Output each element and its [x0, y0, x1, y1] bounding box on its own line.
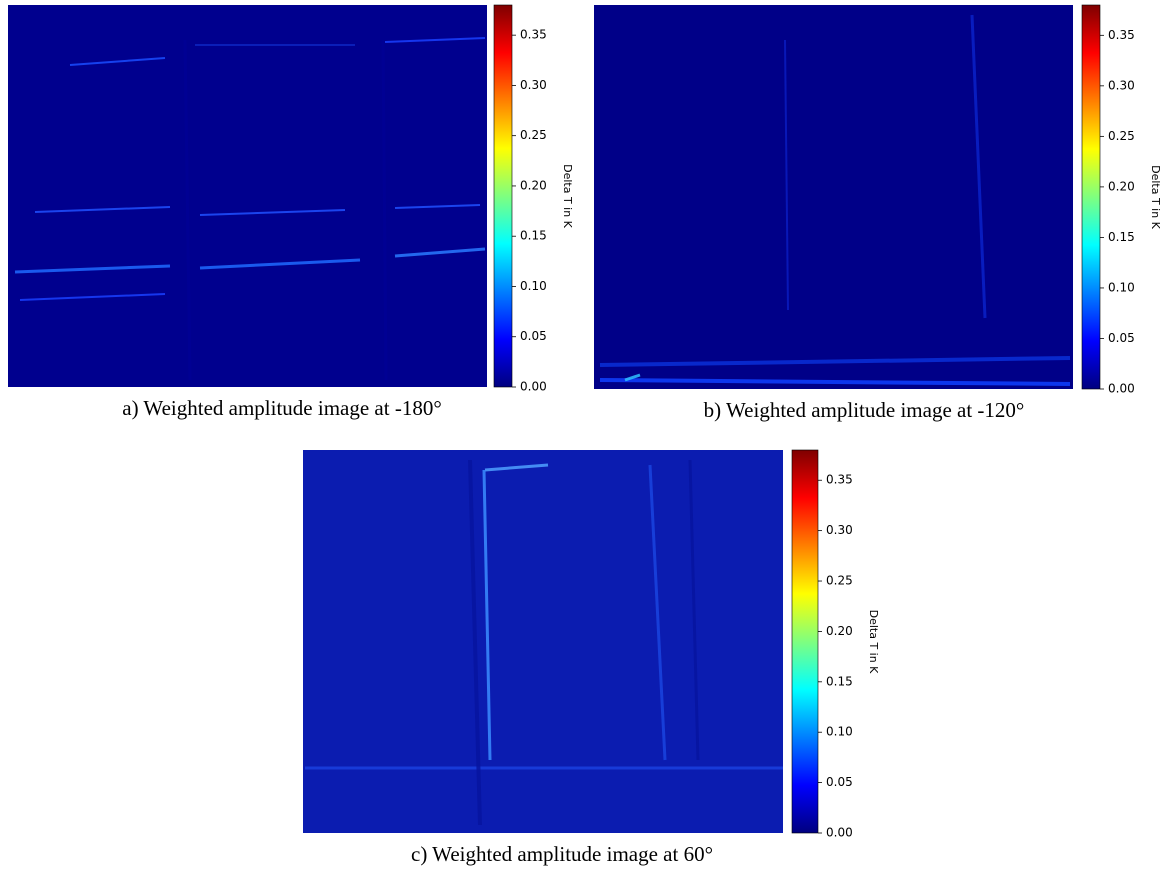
- image-streak: [482, 469, 492, 761]
- image-streak: [183, 39, 192, 381]
- colorbar: [1081, 4, 1101, 390]
- caption: c) Weighted amplitude image at 60°: [411, 842, 713, 866]
- colorbar-tick-label: 0.25: [826, 574, 853, 588]
- image-streak: [381, 39, 388, 381]
- image-streak: [624, 373, 641, 382]
- colorbar-label: Delta T in K: [1149, 165, 1162, 230]
- image-background: [303, 450, 783, 833]
- image-streak: [784, 39, 789, 311]
- colorbar-tick-label: 0.10: [520, 279, 547, 293]
- image-streak: [34, 206, 171, 213]
- panel: 0.00 0.05 0.10 0.15 0.20 0.25 0.30 0.35 Delta T …: [594, 4, 1162, 422]
- image-streak: [394, 204, 481, 209]
- colorbar-tick-label: 0.30: [520, 78, 547, 92]
- image-streak: [199, 209, 346, 216]
- colorbar-tick-label: 0.35: [826, 473, 853, 487]
- caption: b) Weighted amplitude image at -120°: [704, 398, 1025, 422]
- colorbar-tick-label: 0.05: [826, 775, 853, 789]
- caption: a) Weighted amplitude image at -180°: [122, 396, 441, 420]
- image-streak: [199, 258, 361, 270]
- colorbar-tick-label: 0.10: [1108, 280, 1135, 294]
- colorbar-tick-label: 0.30: [1108, 78, 1135, 92]
- image-streak: [599, 378, 1071, 386]
- image-streak: [648, 464, 667, 761]
- image-background: [594, 5, 1073, 389]
- heatmap-image: [303, 450, 783, 833]
- colorbar-tick-label: 0.00: [826, 826, 853, 840]
- image-streak: [19, 293, 166, 301]
- image-streak: [69, 57, 166, 66]
- colorbar-tick-label: 0.05: [1108, 331, 1135, 345]
- image-streak: [384, 37, 486, 43]
- image-streak: [468, 459, 482, 826]
- colorbar-tick-label: 0.35: [1108, 28, 1135, 42]
- image-streak: [14, 264, 171, 274]
- image-streak: [394, 247, 486, 258]
- colorbar-tick-label: 0.10: [826, 725, 853, 739]
- image-streak: [599, 356, 1071, 367]
- colorbar-tick-label: 0.25: [520, 128, 547, 142]
- image-streak: [688, 459, 700, 761]
- colorbar-tick-label: 0.05: [520, 329, 547, 343]
- colorbar-tick-label: 0.20: [1108, 179, 1135, 193]
- colorbar-label: Delta T in K: [867, 610, 880, 675]
- panel: 0.00 0.05 0.10 0.15 0.20 0.25 0.30 0.35 Delta T …: [303, 449, 880, 866]
- image-streak: [970, 14, 987, 319]
- colorbar-tick-label: 0.35: [520, 28, 547, 42]
- colorbar-tick-label: 0.20: [520, 178, 547, 192]
- image-background: [8, 5, 487, 387]
- colorbar-label: Delta T in K: [561, 164, 574, 229]
- colorbar-tick-label: 0.25: [1108, 129, 1135, 143]
- colorbar: [493, 4, 513, 388]
- colorbar-tick-label: 0.20: [826, 624, 853, 638]
- image-streak: [484, 463, 549, 472]
- panel: 0.00 0.05 0.10 0.15 0.20 0.25 0.30 0.35 Delta T …: [8, 4, 574, 420]
- colorbar-tick-label: 0.15: [826, 674, 853, 688]
- colorbar-tick-label: 0.00: [1108, 382, 1135, 396]
- heatmap-image: [594, 5, 1073, 389]
- colorbar-tick-label: 0.15: [1108, 230, 1135, 244]
- colorbar-tick-label: 0.15: [520, 229, 547, 243]
- heatmap-image: [8, 5, 487, 387]
- colorbar-tick-label: 0.30: [826, 523, 853, 537]
- colorbar: [791, 449, 819, 834]
- colorbar-tick-label: 0.00: [520, 380, 547, 394]
